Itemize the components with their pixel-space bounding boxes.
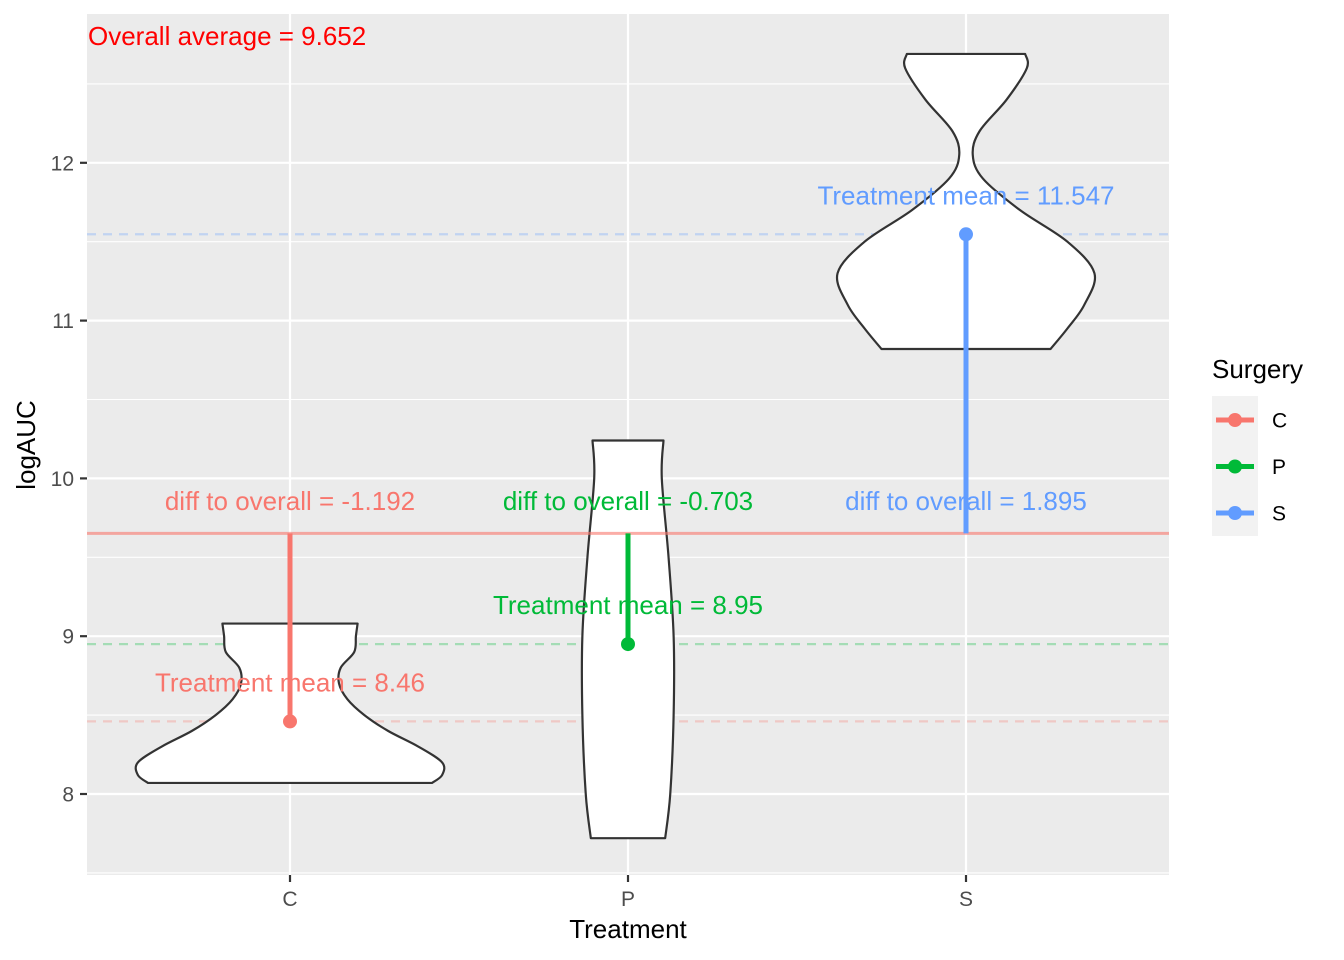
y-axis-title: logAUC [11, 400, 41, 490]
y-tick-label: 10 [51, 468, 74, 491]
legend-key-point-P [1228, 459, 1242, 474]
x-tick-label: C [282, 888, 297, 911]
treatment-mean-point-S [959, 227, 973, 242]
legend-title: Surgery [1212, 354, 1303, 384]
y-tick-label: 8 [62, 784, 74, 807]
legend-label-S: S [1272, 503, 1286, 526]
y-tick-label: 9 [62, 626, 74, 649]
x-tick-label: S [959, 888, 973, 911]
legend-key-point-S [1228, 506, 1242, 520]
treatment-mean-point-P [621, 637, 635, 652]
diff-label-P: diff to overall = -0.703 [503, 486, 753, 516]
legend-label-C: C [1272, 410, 1287, 433]
treatment-mean-label-P: Treatment mean = 8.95 [493, 590, 763, 620]
legend: Surgery CP S [1212, 354, 1303, 536]
annotations: Overall average = 9.652 Treatment mean = … [88, 21, 1115, 697]
y-axis: 8 9 10 11 12 [51, 152, 87, 807]
y-tick-label: 11 [52, 310, 74, 333]
treatment-mean-label-C: Treatment mean = 8.46 [155, 667, 425, 697]
x-axis-title: Treatment [569, 914, 687, 944]
violin-S [835, 52, 1097, 351]
overall-average-label: Overall average = 9.652 [88, 21, 366, 51]
x-tick-label: P [621, 888, 635, 911]
diff-segments [283, 227, 973, 729]
legend-label-P: P [1272, 456, 1286, 479]
legend-key-point-C [1228, 413, 1242, 427]
diff-label-S: diff to overall = 1.895 [845, 486, 1087, 516]
diff-label-C: diff to overall = -1.192 [165, 486, 415, 516]
y-tick-label: 12 [51, 152, 74, 175]
treatment-mean-point-C [283, 714, 297, 729]
treatment-mean-label-S: Treatment mean = 11.547 [817, 180, 1114, 210]
